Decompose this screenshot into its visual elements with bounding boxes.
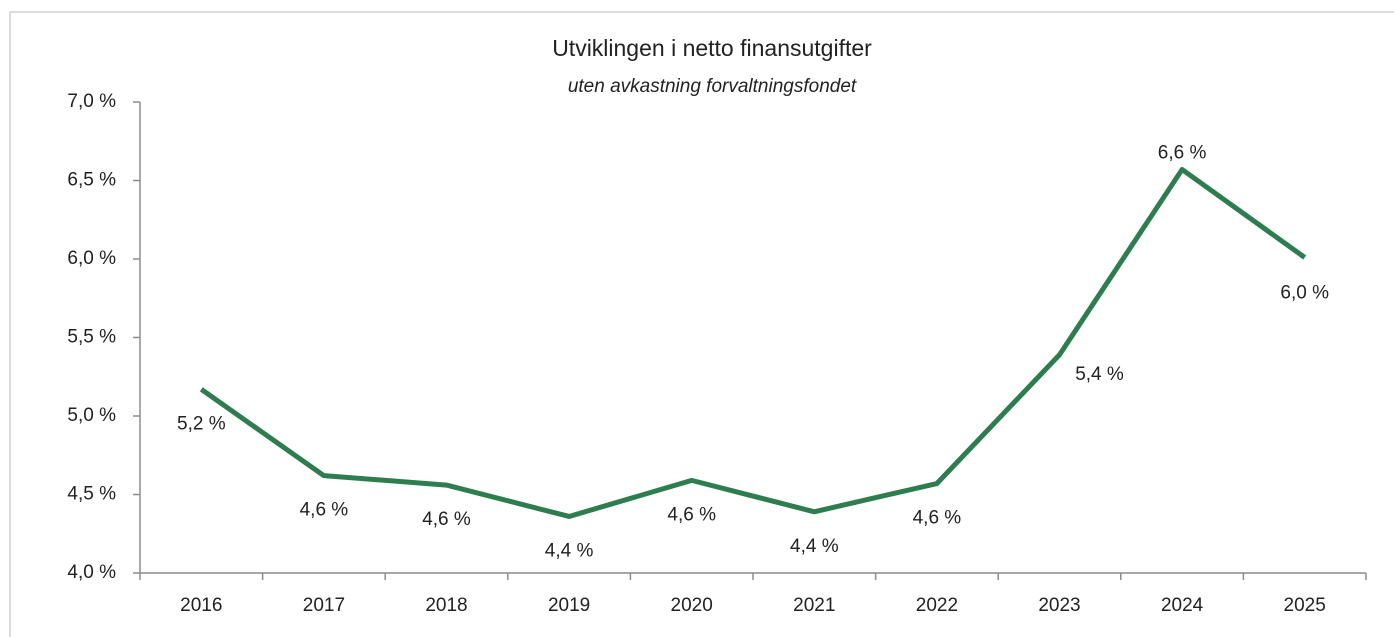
y-tick-label: 4,5 % <box>67 484 116 505</box>
data-label: 5,4 % <box>1075 364 1124 385</box>
data-label: 6,0 % <box>1280 282 1329 303</box>
data-label: 6,6 % <box>1158 143 1207 164</box>
x-tick-label: 2023 <box>1038 595 1080 616</box>
data-label: 4,6 % <box>422 509 471 530</box>
line <box>199 167 1307 519</box>
x-tick-label: 2020 <box>671 595 713 616</box>
x-tick-label: 2024 <box>1161 595 1204 616</box>
y-tick-label: 5,0 % <box>67 405 116 426</box>
data-label: 5,2 % <box>177 413 226 434</box>
x-tick-label: 2025 <box>1284 595 1326 616</box>
chart-subtitle: uten avkastning forvaltningsfondet <box>568 76 857 97</box>
x-tick-label: 2018 <box>425 595 467 616</box>
y-tick-label: 6,0 % <box>67 248 116 269</box>
data-label: 4,6 % <box>913 508 962 529</box>
y-tick-label: 5,5 % <box>67 327 116 348</box>
x-tick-label: 2022 <box>916 595 958 616</box>
chart-frame <box>9 11 1394 637</box>
x-tick-label: 2017 <box>303 595 345 616</box>
data-label: 4,6 % <box>667 504 716 525</box>
x-tick-label: 2019 <box>548 595 590 616</box>
x-tick-label: 2021 <box>793 595 835 616</box>
chart-title: Utviklingen i netto finansutgifter <box>552 35 872 61</box>
x-tick-label: 2016 <box>180 595 222 616</box>
y-tick-label: 4,0 % <box>67 562 116 583</box>
y-tick-label: 6,5 % <box>67 170 116 191</box>
y-tick-label: 7,0 % <box>67 91 116 112</box>
data-label: 4,6 % <box>300 500 349 521</box>
data-label: 4,4 % <box>545 540 594 561</box>
data-label: 4,4 % <box>790 536 839 557</box>
